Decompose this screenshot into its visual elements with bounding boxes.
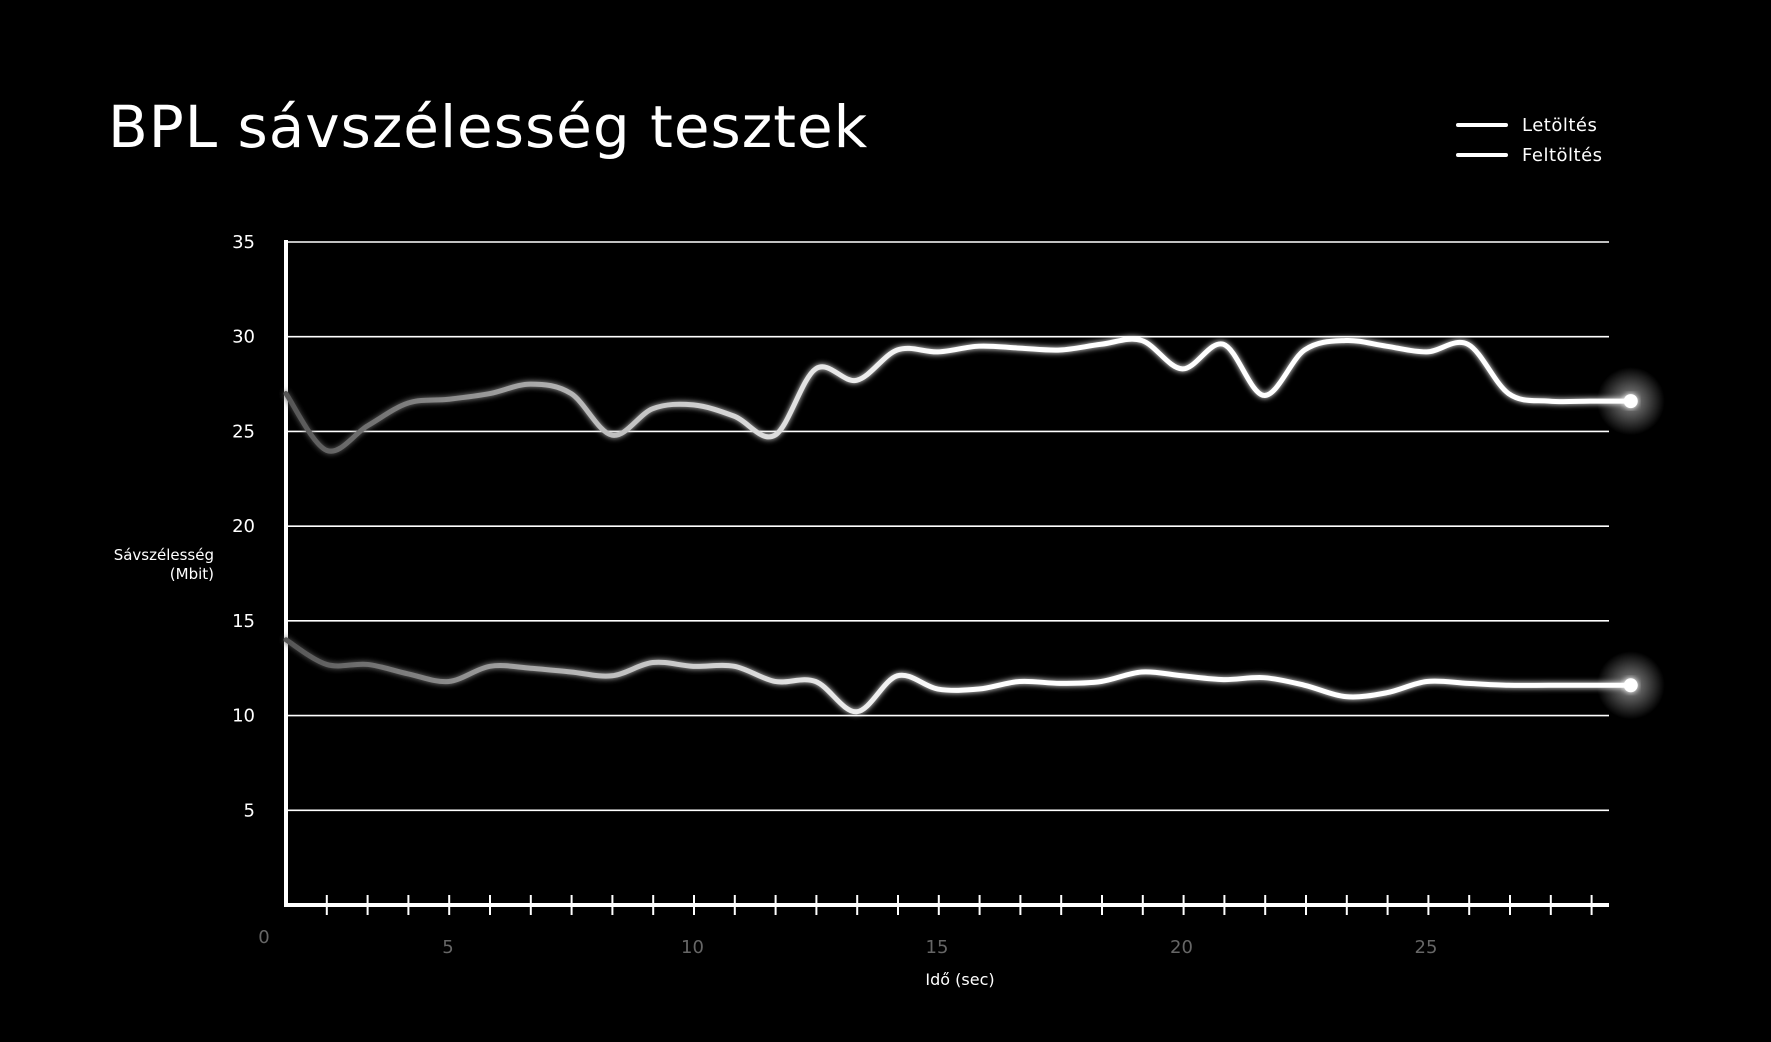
y-axis-label: Sávszélesség (Mbit) <box>114 546 214 584</box>
legend: Letöltés Feltöltés <box>1456 110 1603 170</box>
y-tick-label: 5 <box>244 800 255 821</box>
y-tick-label: 20 <box>232 516 255 537</box>
end-marker <box>1623 394 1638 409</box>
legend-item-feltoltes: Feltöltés <box>1456 140 1603 170</box>
x-tick-label: 25 <box>1415 937 1438 958</box>
y-tick-labels: 5 10 15 20 25 30 35 <box>232 232 255 821</box>
x-axis-label: Idő (sec) <box>925 970 995 989</box>
x-tick-label: 20 <box>1170 937 1193 958</box>
chart-title: BPL sávszélesség tesztek <box>108 93 869 161</box>
y-axis-label-line1: Sávszélesség <box>113 546 214 564</box>
y-tick-label: 10 <box>232 706 255 727</box>
legend-item-letoltes: Letöltés <box>1456 110 1603 140</box>
y-tick-label: 30 <box>232 327 255 348</box>
end-marker <box>1623 678 1638 693</box>
axes <box>284 240 1609 915</box>
series-line-0 <box>283 336 1634 454</box>
x-tick-label: 5 <box>442 937 453 958</box>
y-tick-label: 25 <box>232 421 255 442</box>
y-axis-label-line2: (Mbit) <box>169 565 214 583</box>
y-tick-label: 35 <box>232 232 255 253</box>
legend-label-letoltes: Letöltés <box>1522 114 1598 136</box>
legend-label-feltoltes: Feltöltés <box>1522 144 1603 166</box>
x-tick-labels: 0 5 10 15 20 25 <box>258 927 1437 958</box>
x-tick-label: 0 <box>258 927 269 948</box>
series-line-1 <box>283 637 1634 715</box>
legend-swatch-feltoltes <box>1456 153 1508 157</box>
x-tick-label: 15 <box>926 937 949 958</box>
legend-swatch-letoltes <box>1456 123 1508 127</box>
x-tick-label: 10 <box>681 937 704 958</box>
y-tick-label: 15 <box>232 611 255 632</box>
series-lines <box>283 336 1665 720</box>
grid-lines <box>286 241 1609 812</box>
